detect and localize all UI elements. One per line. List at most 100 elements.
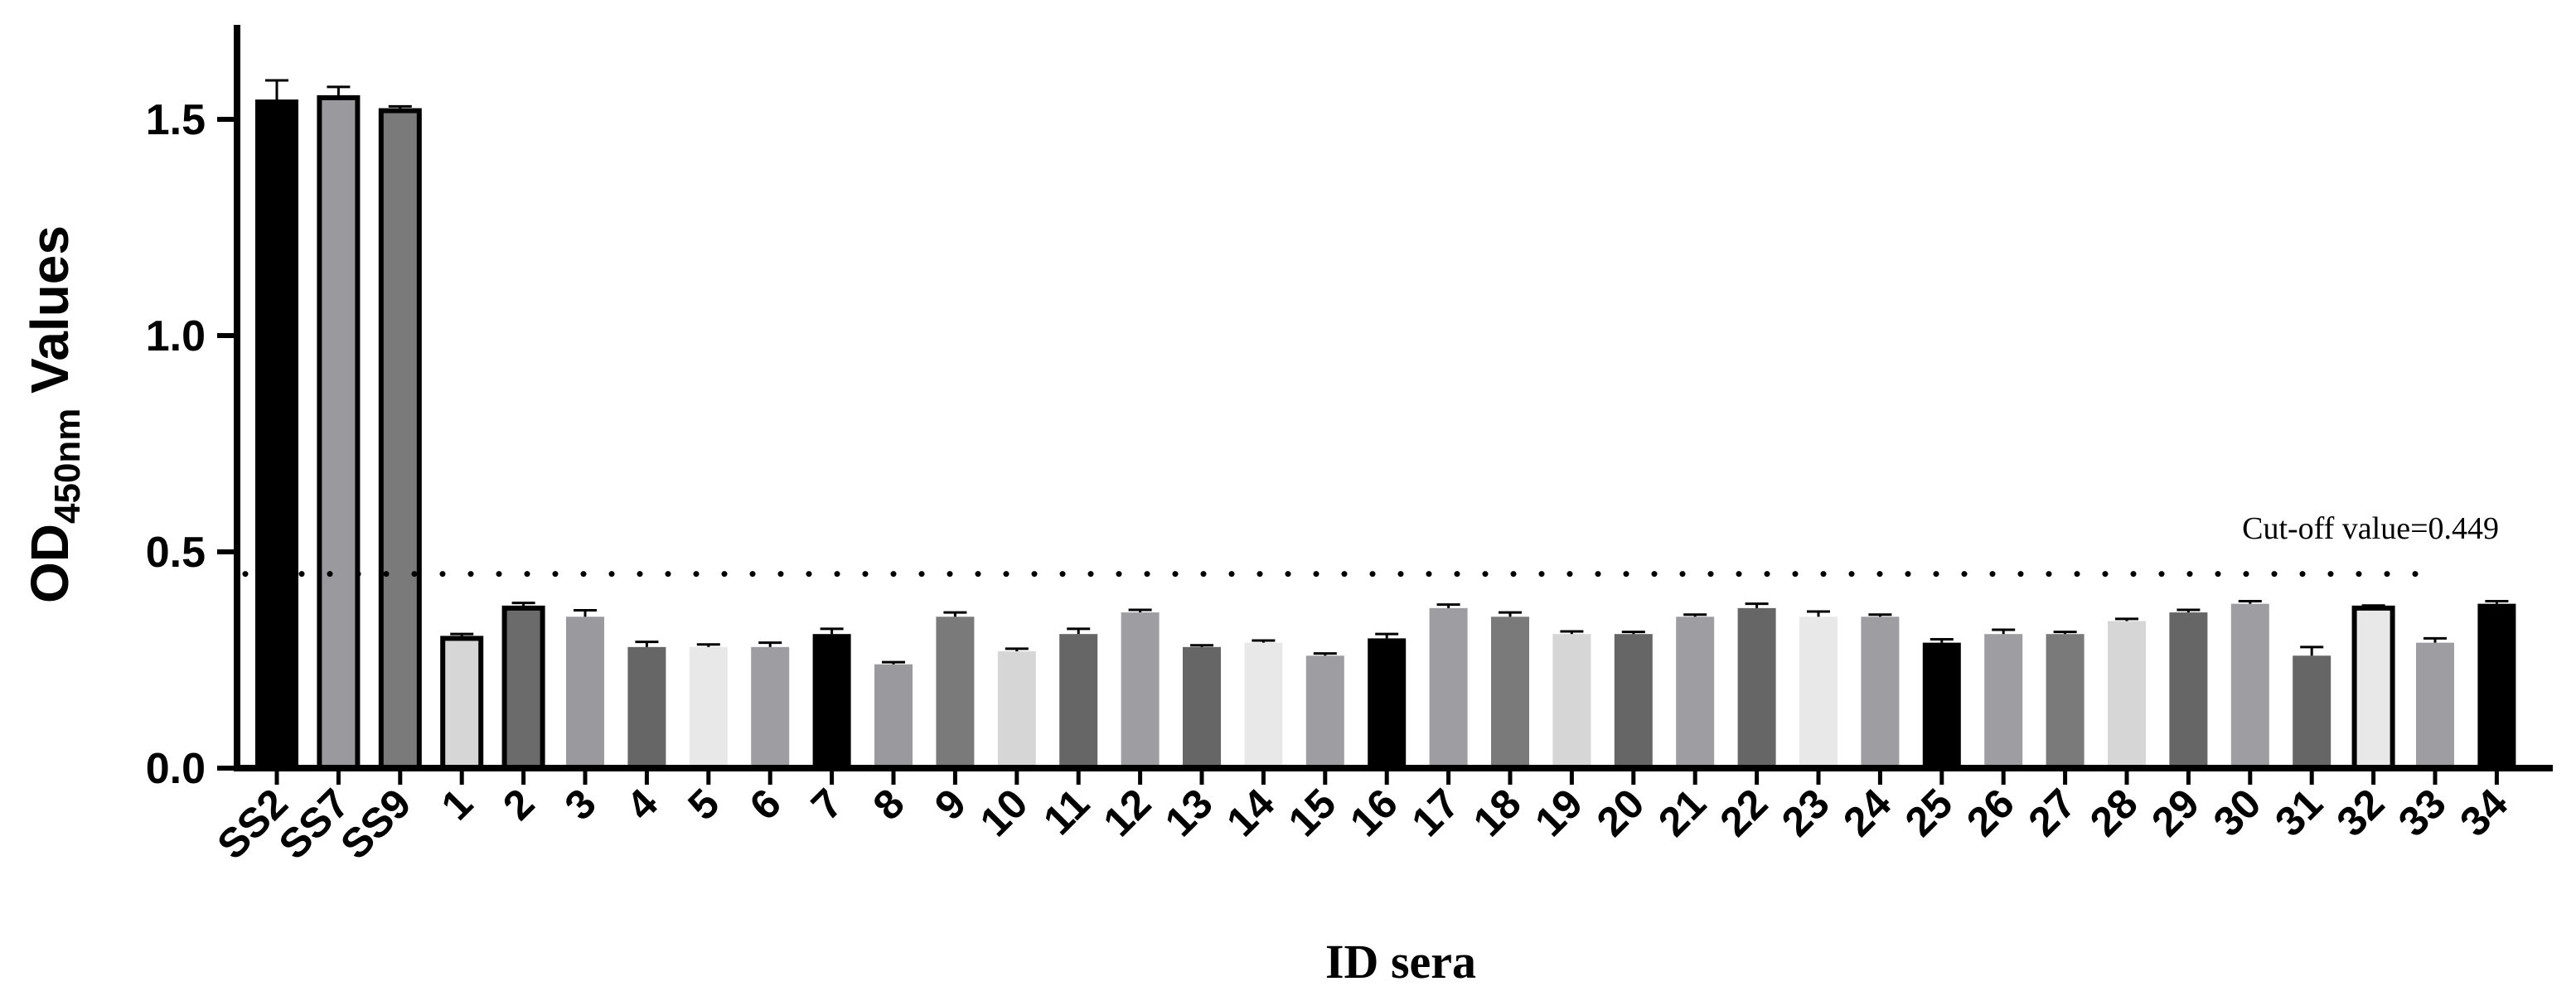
x-axis-title: ID sera bbox=[1325, 935, 1476, 989]
error-bar-14 bbox=[1252, 639, 1276, 643]
bar-26 bbox=[1984, 634, 2023, 768]
x-tick-label-12: 12 bbox=[1094, 780, 1160, 845]
y-axis-title-sub: 450nm bbox=[47, 409, 88, 524]
error-bar-34 bbox=[2485, 600, 2509, 604]
bars bbox=[255, 94, 2516, 771]
x-tick-label-26: 26 bbox=[1958, 780, 2023, 845]
error-bar-16 bbox=[1375, 632, 1399, 639]
bar-34 bbox=[2477, 603, 2516, 768]
x-tick-label-2: 2 bbox=[494, 780, 543, 829]
bar-32 bbox=[2351, 605, 2395, 771]
y-tick-label-1: 0.5 bbox=[146, 529, 206, 577]
bar-27 bbox=[2046, 634, 2085, 768]
bar-18 bbox=[1491, 616, 1529, 768]
x-tick-label-21: 21 bbox=[1649, 780, 1715, 845]
error-bar-32 bbox=[2361, 604, 2385, 608]
bar-ss7 bbox=[317, 94, 361, 771]
error-bar-27 bbox=[2053, 631, 2077, 635]
y-axis-title-rest: Values bbox=[20, 225, 80, 409]
error-bar-ss2 bbox=[265, 79, 288, 103]
x-tick-label-32: 32 bbox=[2327, 780, 2393, 845]
x-tick-label-34: 34 bbox=[2451, 780, 2516, 845]
bar-33 bbox=[2416, 642, 2454, 768]
bar-6 bbox=[751, 646, 790, 768]
bar-19 bbox=[1552, 634, 1591, 768]
error-bar-17 bbox=[1436, 603, 1460, 608]
error-bar-3 bbox=[574, 608, 597, 617]
error-bar-7 bbox=[820, 627, 844, 635]
bar-1 bbox=[440, 636, 484, 771]
y-tick-label-0: 0.0 bbox=[146, 745, 206, 793]
error-bar-ss9 bbox=[388, 104, 412, 111]
y-ticks: 0.0 0.5 1.0 1.5 bbox=[146, 96, 237, 793]
x-tick-label-20: 20 bbox=[1588, 780, 1654, 845]
y-axis-title: OD450nm Values bbox=[20, 225, 88, 603]
error-bar-4 bbox=[635, 641, 659, 647]
error-bar-13 bbox=[1190, 644, 1213, 647]
x-tick-label-7: 7 bbox=[802, 780, 851, 829]
bar-17 bbox=[1429, 607, 1468, 768]
bar-10 bbox=[997, 651, 1036, 768]
x-tick-label-3: 3 bbox=[556, 780, 605, 829]
error-bar-24 bbox=[1868, 613, 1892, 617]
error-bar-5 bbox=[696, 643, 720, 647]
error-bar-23 bbox=[1807, 610, 1830, 617]
error-bar-28 bbox=[2115, 617, 2138, 621]
y-tick-label-2: 1.0 bbox=[146, 312, 206, 360]
error-bar-22 bbox=[1745, 602, 1769, 608]
bar-30 bbox=[2230, 603, 2269, 768]
error-bar-26 bbox=[1992, 628, 2016, 635]
x-tick-label-17: 17 bbox=[1402, 780, 1468, 845]
x-tick-label-5: 5 bbox=[679, 780, 728, 829]
x-tick-label-9: 9 bbox=[926, 780, 975, 829]
x-tick-label-ss9: SS9 bbox=[332, 780, 419, 868]
bar-14 bbox=[1244, 642, 1283, 768]
x-tick-label-8: 8 bbox=[864, 780, 913, 829]
error-bar-9 bbox=[943, 611, 967, 617]
cutoff-label: Cut-off value=0.449 bbox=[2242, 511, 2499, 546]
x-tick-label-28: 28 bbox=[2081, 780, 2147, 845]
error-bar-21 bbox=[1683, 613, 1707, 617]
y-tick-label-3: 1.5 bbox=[146, 96, 206, 144]
bar-21 bbox=[1676, 616, 1715, 768]
x-tick-label-10: 10 bbox=[971, 780, 1037, 845]
x-tick-label-13: 13 bbox=[1156, 780, 1222, 845]
bar-16 bbox=[1368, 638, 1407, 768]
bar-31 bbox=[2293, 655, 2331, 768]
error-bar-8 bbox=[882, 660, 905, 665]
bar-7 bbox=[812, 634, 851, 768]
x-tick-label-25: 25 bbox=[1896, 780, 1962, 845]
error-bar-2 bbox=[511, 602, 535, 608]
error-bar-33 bbox=[2423, 636, 2447, 643]
error-bar-11 bbox=[1067, 627, 1091, 635]
x-tick-label-29: 29 bbox=[2143, 780, 2208, 845]
x-tick-label-18: 18 bbox=[1465, 780, 1530, 845]
error-bar-12 bbox=[1128, 608, 1152, 613]
x-tick-label-15: 15 bbox=[1280, 780, 1345, 845]
bar-29 bbox=[2169, 612, 2208, 768]
x-tick-label-1: 1 bbox=[433, 780, 482, 829]
error-bar-29 bbox=[2177, 608, 2201, 613]
x-tick-label-4: 4 bbox=[617, 780, 666, 829]
x-tick-label-30: 30 bbox=[2205, 780, 2270, 845]
bar-4 bbox=[627, 646, 666, 768]
error-bar-ss7 bbox=[327, 85, 351, 98]
error-bars bbox=[265, 79, 2509, 665]
error-bar-6 bbox=[758, 641, 782, 647]
bar-24 bbox=[1861, 616, 1900, 768]
bar-12 bbox=[1121, 612, 1160, 768]
bar-15 bbox=[1305, 655, 1344, 768]
error-bar-25 bbox=[1930, 637, 1954, 643]
x-tick-label-16: 16 bbox=[1341, 780, 1407, 845]
error-bar-30 bbox=[2238, 600, 2262, 604]
bar-5 bbox=[689, 646, 728, 768]
bar-13 bbox=[1183, 646, 1221, 768]
error-bar-1 bbox=[450, 632, 474, 639]
bar-8 bbox=[874, 664, 913, 768]
x-tick-label-22: 22 bbox=[1711, 780, 1776, 845]
error-bar-18 bbox=[1499, 611, 1522, 617]
bar-11 bbox=[1059, 634, 1098, 768]
error-bar-19 bbox=[1560, 630, 1584, 635]
error-bar-15 bbox=[1313, 652, 1337, 656]
